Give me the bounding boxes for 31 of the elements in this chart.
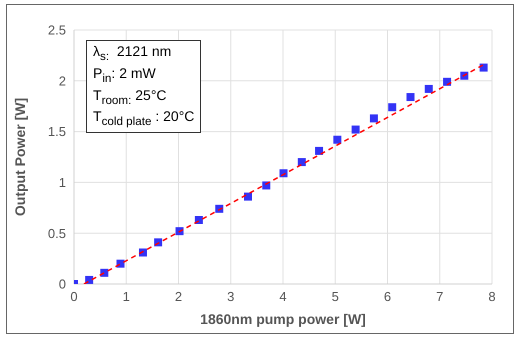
y-tick-label: 2 [58,73,66,88]
y-tick-label: 1.5 [48,124,66,140]
point [406,93,414,102]
y-axis-title: Output Power [W] [12,98,28,216]
point [333,136,342,144]
y-tick-label: 0.5 [48,226,66,241]
point [424,84,433,93]
point [298,158,306,166]
annotation: λ$_{s:}$ 2121 nm [93,43,172,65]
x-tick-label: 1 [122,289,130,304]
x-axis-title: 1860nm pump power [W] [200,311,366,327]
point [388,103,396,112]
point [352,126,360,134]
x-tick-label: 8 [488,289,496,304]
annotation: T$_{cold plate}$ : 20°C [93,108,194,130]
point [315,146,324,155]
point [370,114,378,122]
x-tick-label: 3 [227,289,234,304]
annotation: T$_{room:}$ 25°C [93,86,168,108]
x-tick-label: 2 [174,289,182,304]
y-tick-label: 2.5 [48,22,66,38]
point [244,192,252,201]
point [480,64,488,72]
x-tick-label: 0 [70,289,78,304]
annotation: P$_{in}$: 2 mW [93,64,157,87]
x-tick-label: 7 [436,289,444,304]
x-tick-label: 5 [332,289,339,304]
y-tick-label: 0 [58,276,66,292]
x-tick-label: 4 [279,289,287,304]
x-tick-label: 6 [384,289,392,304]
y-tick-label: 1 [58,175,66,190]
